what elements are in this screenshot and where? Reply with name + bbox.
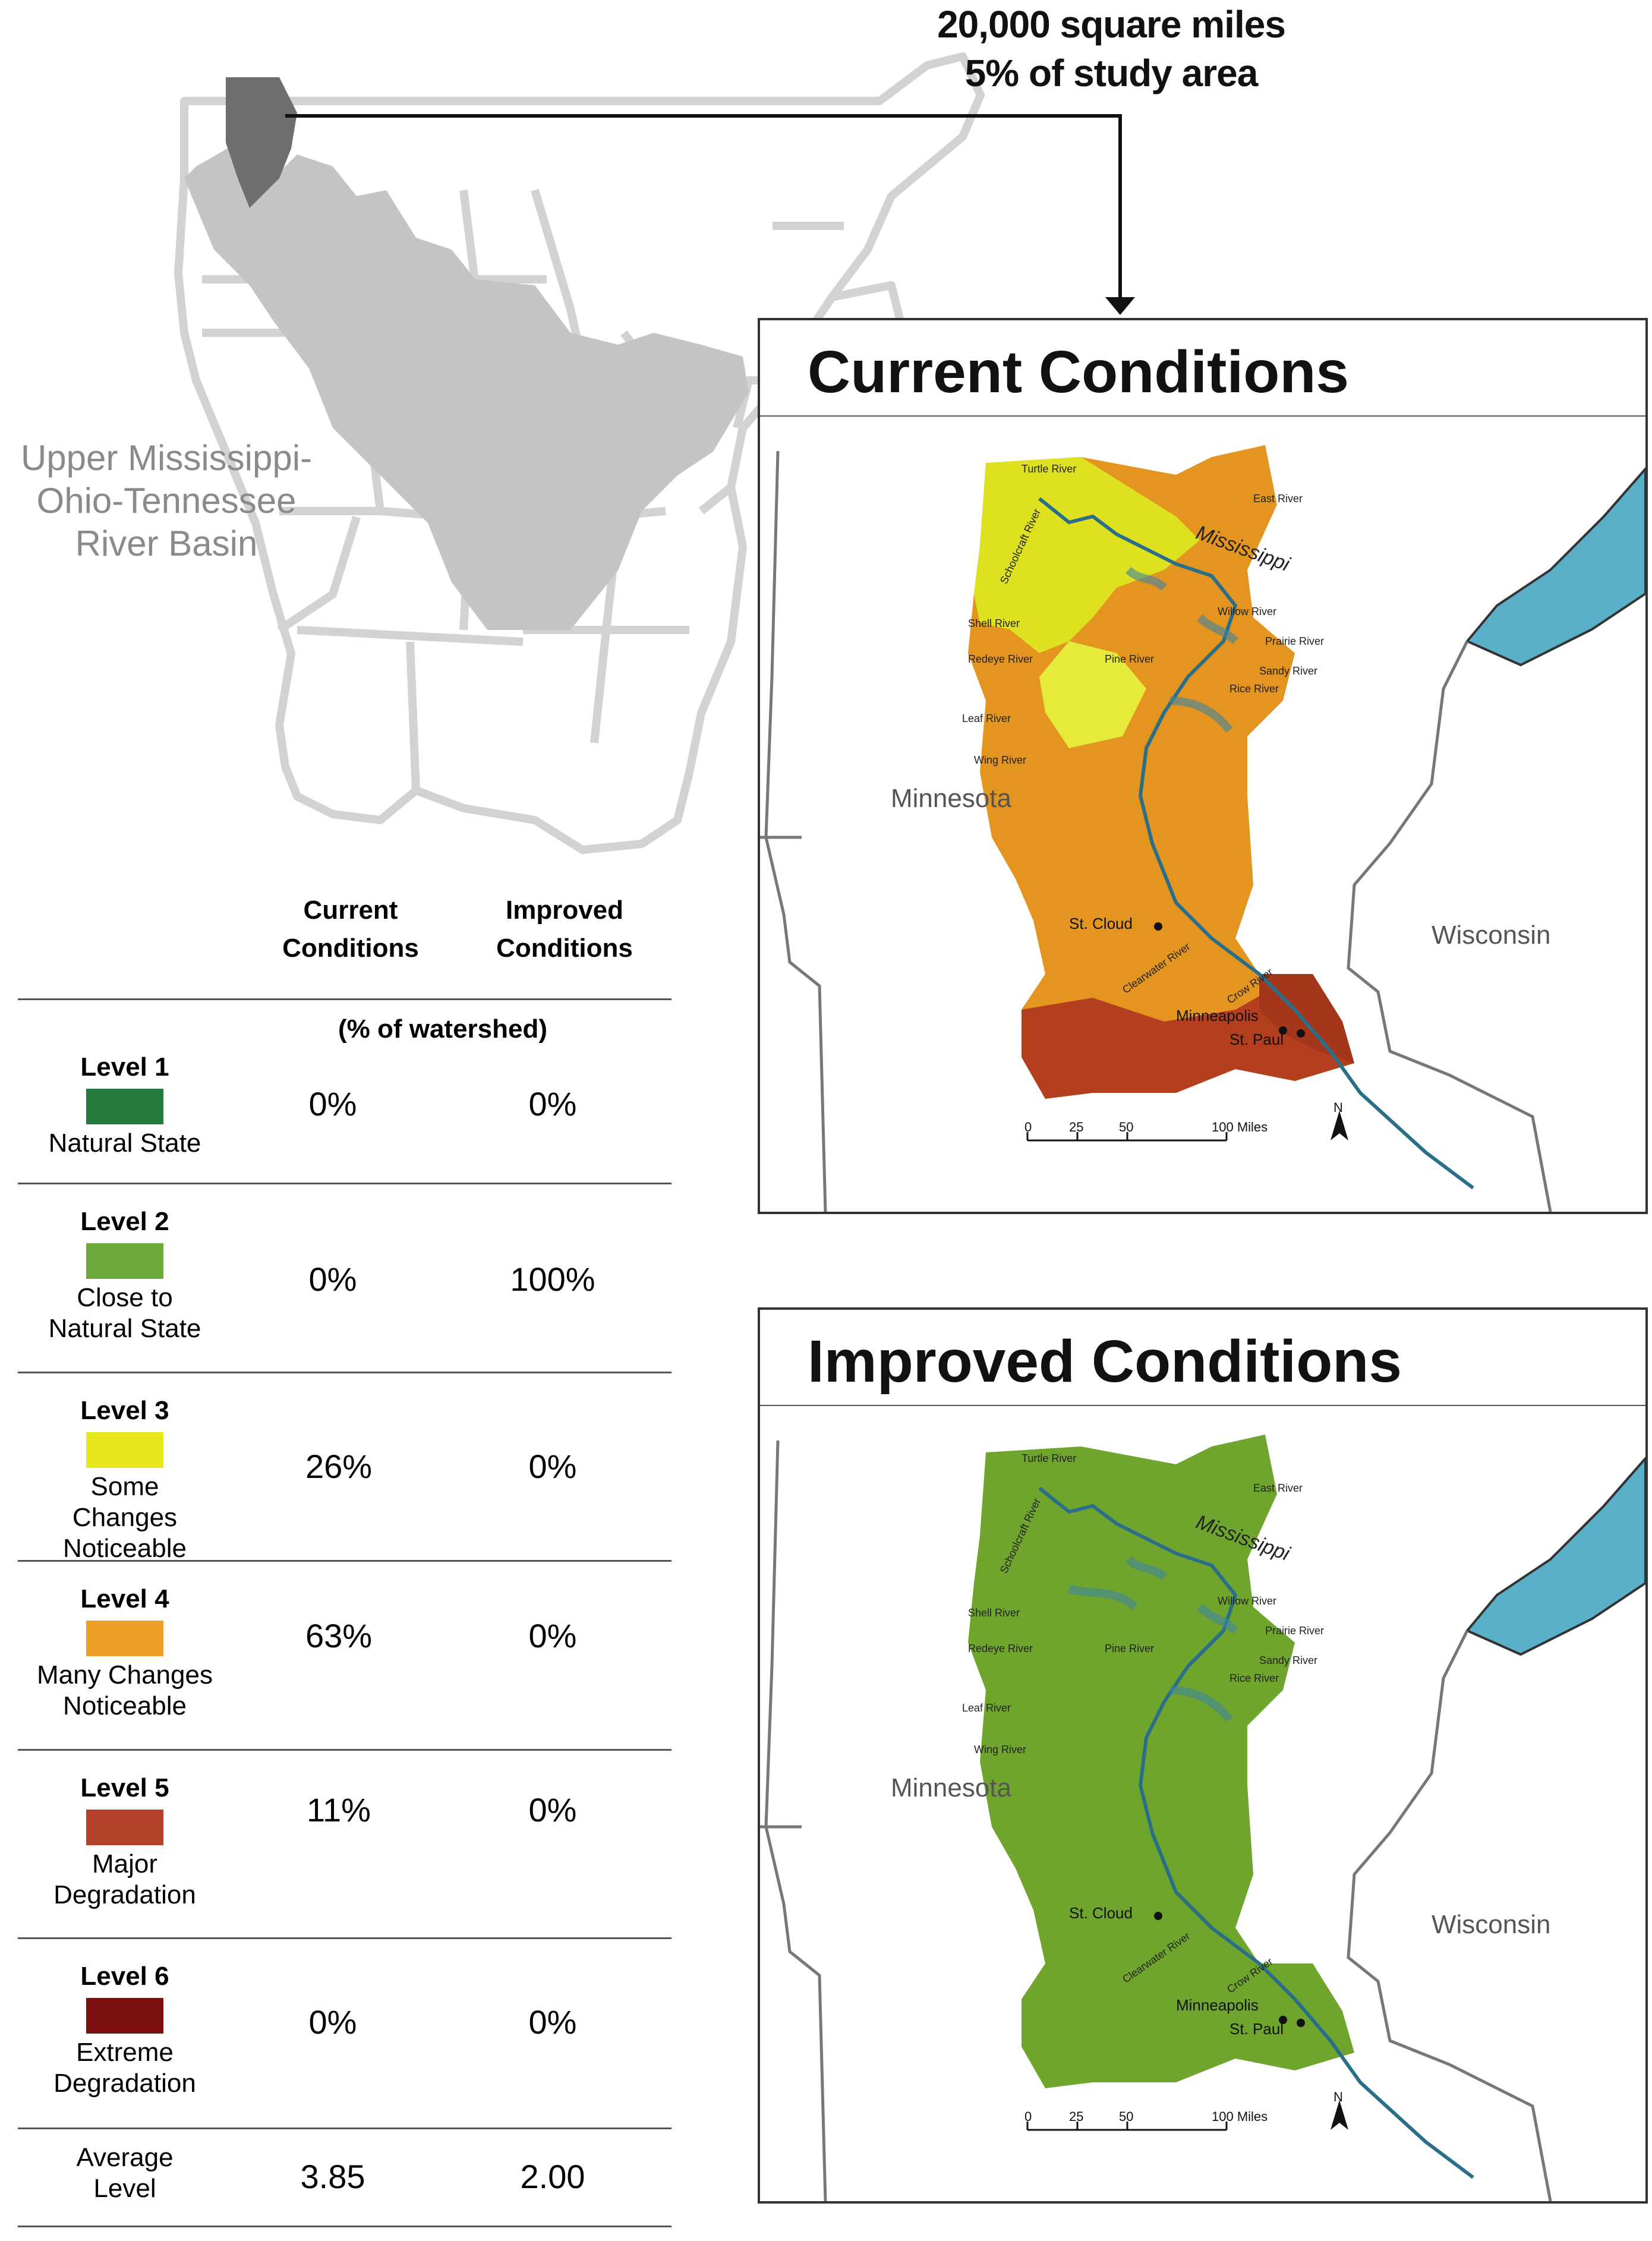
average-level-label: Average Level bbox=[76, 2143, 174, 2203]
scale-tick-100-miles: 100 Miles bbox=[1212, 2109, 1268, 2124]
improved-level-4: 0% bbox=[528, 1617, 577, 1654]
label-minneapolis: Minneapolis bbox=[1176, 1996, 1259, 2014]
unit-label: (% of watershed) bbox=[338, 1014, 548, 1044]
current-level-2: 0% bbox=[308, 1260, 357, 1298]
watershed-map-improved bbox=[760, 1435, 1645, 2201]
label-st-paul: St. Paul bbox=[1229, 2020, 1284, 2038]
label-turtle-river: Turtle River bbox=[1022, 463, 1077, 475]
scale-tick-25: 25 bbox=[1069, 2109, 1084, 2124]
legend-level-3: Level 3 Some Changes Noticeable bbox=[63, 1396, 187, 1563]
label-pine-river: Pine River bbox=[1105, 653, 1155, 665]
label-wing-river: Wing River bbox=[974, 754, 1027, 766]
callout-area: 20,000 square miles bbox=[937, 3, 1286, 46]
improved-level-6: 0% bbox=[528, 2003, 577, 2041]
label-minnesota: Minnesota bbox=[891, 784, 1012, 813]
panel-title: Improved Conditions bbox=[808, 1328, 1402, 1395]
legend-level-5: Level 5 Major Degradation bbox=[53, 1773, 196, 1909]
legend-level-2: Level 2 Close to Natural State bbox=[48, 1207, 201, 1343]
label-turtle-river: Turtle River bbox=[1022, 1452, 1077, 1464]
label-willow-river: Willow River bbox=[1218, 1595, 1276, 1607]
north-arrow-label: N bbox=[1333, 1100, 1343, 1115]
label-st-cloud: St. Cloud bbox=[1069, 1904, 1133, 1922]
basin-label: Upper Mississippi- Ohio-Tennessee River … bbox=[6, 437, 327, 565]
label-prairie-river: Prairie River bbox=[1265, 635, 1325, 647]
label-redeye-river: Redeye River bbox=[968, 653, 1033, 665]
basin-label-line-2: Ohio-Tennessee bbox=[36, 481, 297, 521]
swatch-level-6 bbox=[86, 1998, 163, 2034]
scale-tick-0: 0 bbox=[1024, 2109, 1032, 2124]
scale-tick-50: 50 bbox=[1119, 1120, 1134, 1134]
legend-level-4: Level 4 Many Changes Noticeable bbox=[37, 1584, 213, 1720]
label-shell-river: Shell River bbox=[968, 617, 1020, 629]
label-pine-river: Pine River bbox=[1105, 1643, 1155, 1654]
divider bbox=[760, 1405, 1645, 1406]
north-arrow-label: N bbox=[1333, 2089, 1343, 2104]
label-rice-river: Rice River bbox=[1229, 683, 1279, 695]
label-sandy-river: Sandy River bbox=[1259, 1654, 1318, 1666]
label-wisconsin: Wisconsin bbox=[1432, 921, 1551, 950]
panel-title: Current Conditions bbox=[808, 339, 1350, 405]
callout-text: 20,000 square miles 5% of study area bbox=[844, 0, 1379, 97]
header-improved: Improved Conditions bbox=[496, 896, 633, 963]
average-current: 3.85 bbox=[300, 2158, 365, 2195]
label-sandy-river: Sandy River bbox=[1259, 665, 1318, 677]
divider bbox=[760, 415, 1645, 417]
header-rule bbox=[18, 998, 671, 1000]
current-level-5: 11% bbox=[307, 1791, 371, 1829]
swatch-level-4 bbox=[86, 1621, 163, 1656]
label-prairie-river: Prairie River bbox=[1265, 1625, 1325, 1637]
label-leaf-river: Leaf River bbox=[962, 713, 1011, 724]
scale-tick-25: 25 bbox=[1069, 1120, 1084, 1134]
label-shell-river: Shell River bbox=[968, 1607, 1020, 1619]
swatch-level-1 bbox=[86, 1089, 163, 1124]
label-minnesota: Minnesota bbox=[891, 1773, 1012, 1802]
current-conditions-panel: Current Conditions Minnesota Wisconsin S… bbox=[758, 318, 1648, 1214]
scale-tick-50: 50 bbox=[1119, 2109, 1134, 2124]
callout-percent: 5% of study area bbox=[964, 52, 1259, 94]
swatch-level-5 bbox=[86, 1810, 163, 1845]
current-level-3: 26% bbox=[305, 1448, 373, 1485]
improved-level-5: 0% bbox=[528, 1791, 577, 1829]
header-current: Current Conditions bbox=[282, 896, 419, 963]
label-leaf-river: Leaf River bbox=[962, 1702, 1011, 1714]
improved-conditions-panel: Improved Conditions Minnesota Wisconsin … bbox=[758, 1307, 1648, 2204]
label-minneapolis: Minneapolis bbox=[1176, 1007, 1259, 1025]
label-st-cloud: St. Cloud bbox=[1069, 915, 1133, 932]
label-rice-river: Rice River bbox=[1229, 1672, 1279, 1684]
scale-tick-0: 0 bbox=[1024, 1120, 1032, 1134]
current-level-1: 0% bbox=[308, 1085, 357, 1123]
watershed-map-current bbox=[760, 445, 1645, 1212]
swatch-level-2 bbox=[86, 1243, 163, 1279]
label-willow-river: Willow River bbox=[1218, 606, 1276, 617]
legend-level-1: Level 1 Natural State bbox=[48, 1052, 201, 1158]
improved-level-3: 0% bbox=[528, 1448, 577, 1485]
label-east-river: East River bbox=[1253, 1482, 1303, 1494]
basin-label-line-3: River Basin bbox=[75, 524, 258, 563]
label-east-river: East River bbox=[1253, 493, 1303, 505]
label-wisconsin: Wisconsin bbox=[1432, 1910, 1551, 1939]
swatch-level-3 bbox=[86, 1432, 163, 1468]
average-improved: 2.00 bbox=[520, 2158, 585, 2195]
legend-level-6: Level 6 Extreme Degradation bbox=[53, 1962, 196, 2098]
label-st-paul: St. Paul bbox=[1229, 1030, 1284, 1048]
scale-tick-100-miles: 100 Miles bbox=[1212, 1120, 1268, 1134]
basin-label-line-1: Upper Mississippi- bbox=[20, 438, 313, 478]
current-level-6: 0% bbox=[308, 2003, 357, 2041]
label-redeye-river: Redeye River bbox=[968, 1643, 1033, 1654]
label-wing-river: Wing River bbox=[974, 1744, 1027, 1755]
improved-level-1: 0% bbox=[528, 1085, 577, 1123]
current-level-4: 63% bbox=[305, 1617, 373, 1654]
improved-level-2: 100% bbox=[510, 1260, 595, 1298]
